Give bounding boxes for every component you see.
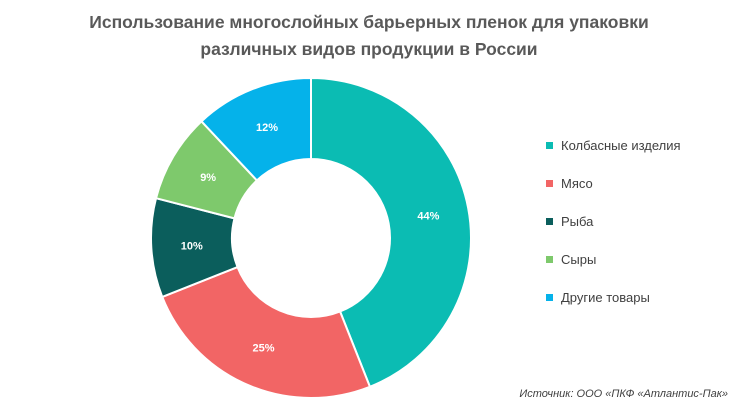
legend-item-мясо: Мясо	[546, 174, 681, 193]
slice-другие-товары	[200, 76, 312, 182]
chart-title-line-1: Использование многослойных барьерных пле…	[89, 12, 649, 32]
slice-колбасные-изделия	[310, 76, 472, 389]
chart-title: Использование многослойных барьерных пле…	[0, 9, 738, 63]
slice-labels: 44% 25% 10% 9% 12%	[181, 122, 440, 355]
legend-item-сыры: Сыры	[546, 250, 681, 269]
slice-label-колбасные-изделия: 44%	[417, 211, 439, 223]
slice-label-другие-товары: 12%	[256, 122, 278, 134]
slice-label-сыры: 9%	[200, 172, 216, 184]
legend-swatch	[546, 256, 553, 263]
legend-swatch	[546, 294, 553, 301]
legend-item-рыба: Рыба	[546, 212, 681, 231]
legend-item-колбасные-изделия: Колбасные изделия	[546, 136, 681, 155]
legend-label: Сыры	[561, 252, 597, 267]
legend-label: Колбасные изделия	[561, 138, 681, 153]
slice-label-мясо: 25%	[253, 343, 275, 355]
legend-swatch	[546, 180, 553, 187]
legend-label: Рыба	[561, 214, 594, 229]
slice-мясо	[160, 265, 372, 399]
source-note: Источник: ООО «ПКФ «Атлантис-Пак»	[519, 388, 728, 400]
legend-label: Мясо	[561, 176, 593, 191]
chart-legend: Колбасные изделия Мясо Рыба Сыры Другие това…	[546, 136, 681, 326]
legend-swatch	[546, 142, 553, 149]
legend-item-другие-товары: Другие товары	[546, 288, 681, 307]
legend-swatch	[546, 218, 553, 225]
donut-slices	[150, 76, 472, 399]
chart-title-line-2: различных видов продукции в России	[200, 39, 538, 59]
legend-label: Другие товары	[561, 290, 650, 305]
slice-label-рыба: 10%	[181, 241, 203, 253]
